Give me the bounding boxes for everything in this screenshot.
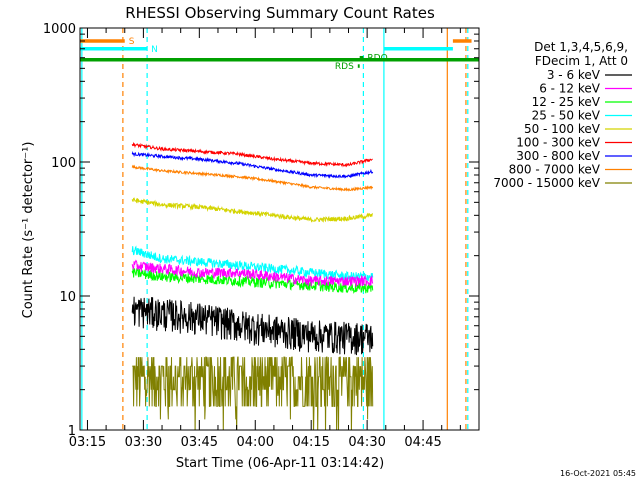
chart-title: RHESSI Observing Summary Count Rates <box>125 4 435 22</box>
x-tick-label-6: 04:45 <box>404 435 441 450</box>
y-axis-label: Count Rate (s⁻¹ detector⁻¹) <box>21 142 36 319</box>
legend-label-8: 7000 - 15000 keV <box>493 176 600 190</box>
y-tick-label-0: 1 <box>68 424 76 439</box>
legend-label-1: 6 - 12 keV <box>539 82 601 96</box>
flag-label-n: N <box>151 45 158 55</box>
x-tick-label-5: 04:30 <box>348 435 385 450</box>
x-tick-label-1: 03:30 <box>125 435 162 450</box>
y-tick-label-1: 10 <box>59 290 76 305</box>
x-tick-label-4: 04:15 <box>292 435 329 450</box>
x-tick-label-0: 03:15 <box>69 435 106 450</box>
y-tick-label-2: 100 <box>51 156 76 171</box>
legend-label-2: 12 - 25 keV <box>532 95 601 109</box>
legend-label-3: 25 - 50 keV <box>532 109 601 123</box>
timestamp: 16-Oct-2021 05:45 <box>560 469 636 478</box>
plot-frame <box>79 27 480 431</box>
legend-header-line-1: Det 1,3,4,5,6,9, <box>534 40 628 54</box>
series-line-3 <box>131 245 374 282</box>
series-line-1 <box>131 259 374 287</box>
flag-label-s: S <box>129 37 135 47</box>
series-line-4 <box>131 197 373 223</box>
plot-data-group <box>80 28 479 430</box>
y-tick-label-3: 1000 <box>43 22 76 37</box>
legend-header-line-2: FDecim 1, Att 0 <box>535 54 628 68</box>
x-tick-label-2: 03:45 <box>181 435 218 450</box>
flag-label-rds: RDS <box>335 62 354 72</box>
series-line-7 <box>131 164 374 192</box>
legend-label-7: 800 - 7000 keV <box>509 163 601 177</box>
plot-layer: S N RDO RDS 1 10 100 1000 03:15 03:30 03:45 04:00 04… <box>43 22 480 450</box>
series-line-2 <box>131 267 374 294</box>
series-line-6 <box>131 151 374 179</box>
series-line-8 <box>132 356 374 430</box>
legend-label-4: 50 - 100 keV <box>524 122 601 136</box>
x-tick-label-3: 04:00 <box>237 435 274 450</box>
x-axis-label: Start Time (06-Apr-11 03:14:42) <box>176 456 384 471</box>
flag-label-rdo: RDO <box>367 54 387 64</box>
legend-label-6: 300 - 800 keV <box>516 149 600 163</box>
series-line-0 <box>131 296 374 356</box>
legend-label-0: 3 - 6 keV <box>547 68 601 82</box>
legend-label-5: 100 - 300 keV <box>516 136 600 150</box>
series-line-5 <box>131 141 373 168</box>
